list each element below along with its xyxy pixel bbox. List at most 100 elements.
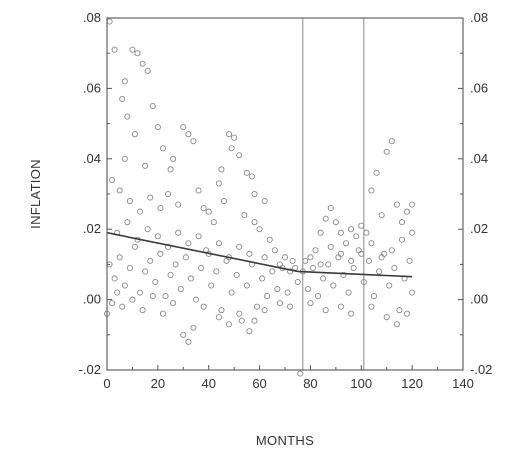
data-point bbox=[281, 254, 289, 261]
data-point bbox=[131, 243, 139, 250]
data-point bbox=[406, 257, 413, 264]
data-point bbox=[238, 317, 245, 324]
data-point bbox=[373, 169, 380, 176]
y-tick-label-left: .08 bbox=[83, 10, 101, 25]
data-point bbox=[396, 307, 403, 314]
data-point bbox=[180, 331, 187, 338]
data-point bbox=[175, 201, 182, 208]
data-point bbox=[182, 254, 189, 261]
data-point bbox=[345, 289, 352, 296]
data-point bbox=[340, 271, 347, 279]
x-axis-ticks: 0 20 40 60 80 100 120 140 bbox=[103, 365, 474, 391]
vertical-reference-lines bbox=[302, 18, 365, 370]
data-point bbox=[302, 257, 309, 264]
data-point bbox=[154, 124, 161, 131]
data-point bbox=[167, 166, 174, 173]
data-point bbox=[137, 289, 144, 296]
data-point bbox=[159, 310, 166, 317]
data-point bbox=[269, 268, 276, 275]
data-point bbox=[121, 78, 128, 85]
data-point bbox=[131, 131, 139, 138]
data-point bbox=[370, 293, 378, 300]
data-point bbox=[337, 250, 344, 257]
data-point bbox=[307, 300, 314, 307]
data-point bbox=[251, 317, 258, 324]
data-point bbox=[124, 113, 131, 120]
y-tick-label-right: .06 bbox=[470, 80, 488, 95]
data-point bbox=[248, 173, 255, 180]
data-point bbox=[149, 293, 156, 300]
data-point bbox=[139, 307, 146, 314]
data-point bbox=[388, 138, 395, 145]
x-tick-label: 20 bbox=[151, 376, 165, 391]
data-point bbox=[342, 240, 350, 247]
data-point bbox=[251, 190, 258, 198]
data-point bbox=[236, 310, 243, 317]
y-tick-label-left: .02 bbox=[83, 221, 101, 236]
data-point bbox=[304, 285, 311, 293]
data-point bbox=[294, 278, 301, 286]
data-point bbox=[157, 205, 164, 212]
data-point bbox=[116, 254, 123, 261]
data-point bbox=[192, 296, 200, 303]
data-point bbox=[261, 307, 268, 314]
data-point bbox=[134, 50, 141, 57]
data-point bbox=[243, 282, 250, 289]
data-point bbox=[233, 271, 240, 279]
data-point bbox=[223, 257, 230, 264]
data-point bbox=[213, 268, 220, 275]
data-point bbox=[228, 145, 235, 152]
data-point bbox=[358, 250, 365, 257]
data-point bbox=[195, 187, 202, 194]
data-point bbox=[246, 250, 253, 257]
y-tick-label-left: .00 bbox=[83, 292, 101, 307]
data-point bbox=[162, 293, 169, 300]
data-point bbox=[368, 240, 375, 247]
y-tick-label-left: .06 bbox=[83, 80, 101, 95]
data-point bbox=[386, 282, 393, 289]
data-point bbox=[164, 243, 172, 250]
data-point bbox=[114, 289, 121, 296]
data-point bbox=[210, 219, 217, 226]
data-point bbox=[241, 212, 248, 219]
data-point bbox=[215, 240, 222, 247]
data-point bbox=[271, 247, 278, 254]
data-point bbox=[327, 205, 334, 212]
data-point bbox=[409, 229, 416, 236]
data-point bbox=[218, 166, 225, 173]
data-point bbox=[337, 229, 344, 236]
y-tick-label-right: .00 bbox=[470, 292, 488, 307]
data-point bbox=[368, 187, 375, 194]
data-point bbox=[376, 268, 383, 275]
data-point bbox=[215, 314, 222, 321]
data-point bbox=[261, 197, 268, 205]
data-point bbox=[251, 219, 258, 226]
data-point bbox=[124, 219, 131, 226]
data-point bbox=[167, 271, 174, 279]
data-point bbox=[284, 289, 291, 296]
data-point bbox=[121, 282, 128, 289]
data-point bbox=[198, 264, 205, 271]
data-point bbox=[348, 257, 355, 264]
data-point bbox=[149, 102, 156, 110]
data-point bbox=[172, 261, 179, 268]
data-point bbox=[190, 138, 197, 145]
data-point bbox=[404, 310, 411, 317]
data-point bbox=[152, 278, 159, 286]
data-point bbox=[350, 264, 357, 271]
data-point bbox=[111, 275, 118, 282]
data-point bbox=[259, 275, 266, 282]
y-tick-label-left: .04 bbox=[83, 151, 101, 166]
data-point bbox=[348, 310, 355, 317]
data-point bbox=[388, 247, 395, 254]
data-point bbox=[228, 289, 235, 296]
data-point bbox=[185, 338, 192, 345]
data-point bbox=[391, 264, 398, 271]
y-axis-left-ticks: -.02 .00 .02 .04 .06 .08 bbox=[79, 10, 112, 377]
data-point bbox=[358, 222, 365, 229]
data-point bbox=[253, 303, 261, 310]
data-point bbox=[190, 324, 197, 331]
data-point bbox=[261, 254, 268, 261]
trend-line-group bbox=[106, 231, 413, 278]
data-point bbox=[312, 247, 319, 254]
